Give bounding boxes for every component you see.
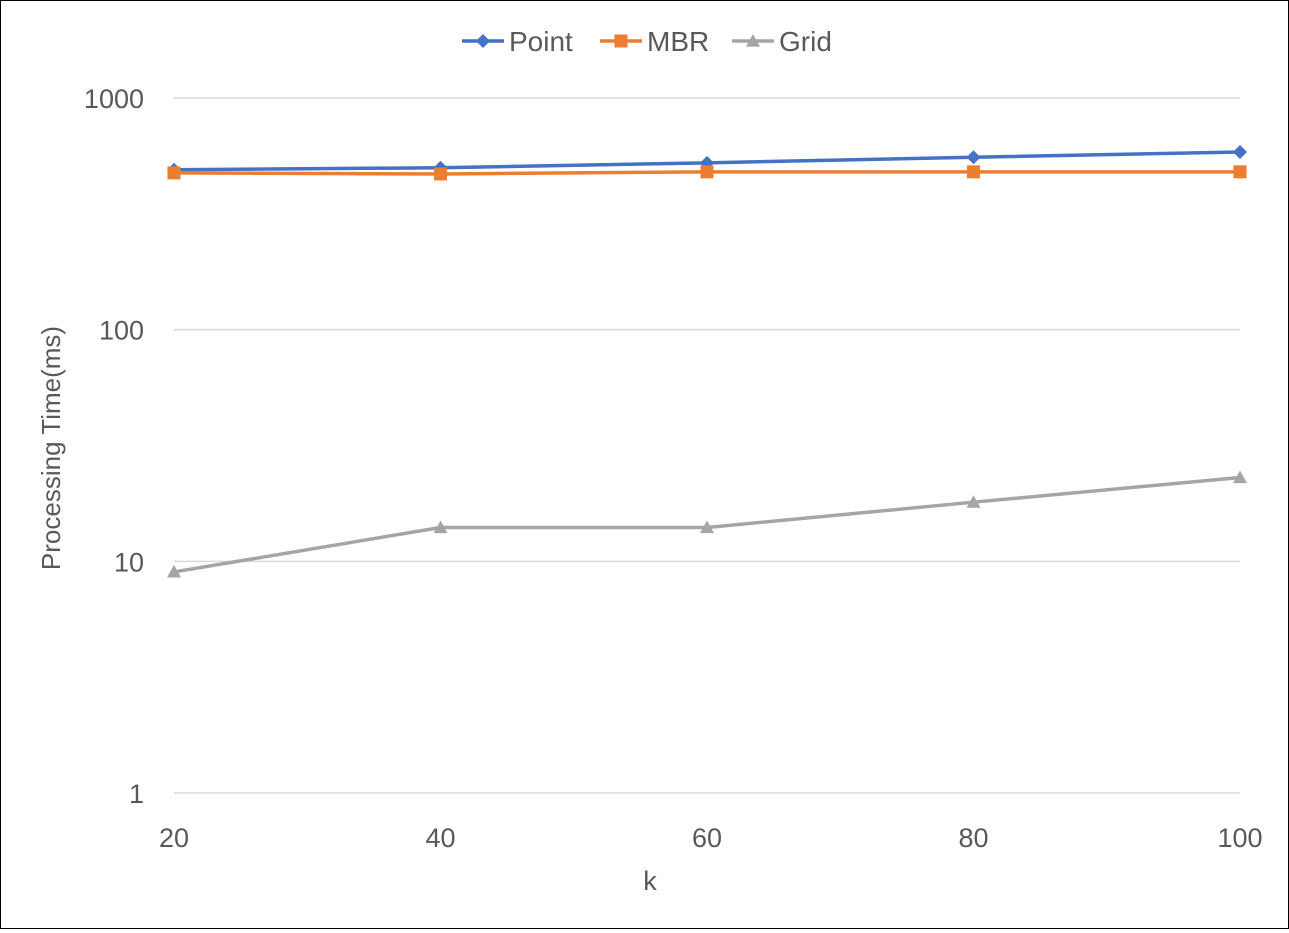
x-tick-label: 100 — [1217, 823, 1262, 853]
data-point-mbr — [967, 165, 980, 179]
data-point-mbr — [167, 166, 181, 180]
legend-item-grid: Grid — [732, 26, 832, 57]
y-tick-labels: 1 10 100 1000 — [84, 84, 144, 809]
series-grid — [167, 470, 1247, 578]
gridlines — [174, 97, 1240, 563]
y-tick-label: 1 — [129, 779, 144, 809]
data-point-mbr — [700, 165, 714, 179]
data-point-point — [966, 150, 981, 165]
data-point-point — [1233, 144, 1247, 159]
x-tick-label: 80 — [958, 823, 988, 853]
x-tick-label: 60 — [692, 823, 722, 853]
legend-marker-mbr — [614, 34, 628, 48]
data-point-mbr — [1233, 165, 1247, 179]
data-point-grid — [966, 495, 981, 508]
y-tick-label: 1000 — [84, 84, 144, 114]
legend-label-point: Point — [509, 26, 573, 57]
x-tick-labels: 20 40 60 80 100 — [159, 823, 1263, 853]
legend-marker-grid — [746, 34, 760, 47]
data-point-grid — [167, 564, 181, 578]
y-tick-label: 100 — [99, 316, 144, 346]
data-point-grid — [1233, 470, 1247, 484]
legend-item-mbr: MBR — [600, 26, 709, 57]
x-tick-label: 40 — [425, 823, 455, 853]
legend-label-mbr: MBR — [647, 26, 709, 57]
legend-marker-point — [476, 34, 490, 48]
legend-item-point: Point — [462, 26, 573, 57]
series-mbr — [167, 165, 1247, 181]
legend: Point MBR Grid — [462, 26, 832, 57]
data-point-mbr — [434, 167, 447, 181]
data-point-grid — [433, 520, 448, 534]
x-axis-title: k — [643, 866, 657, 896]
x-tick-label: 20 — [159, 823, 189, 853]
legend-label-grid: Grid — [779, 26, 832, 57]
series-layer — [167, 144, 1247, 578]
y-axis-title: Processing Time(ms) — [36, 326, 66, 570]
y-tick-label: 10 — [114, 547, 144, 577]
data-point-grid — [700, 520, 714, 534]
